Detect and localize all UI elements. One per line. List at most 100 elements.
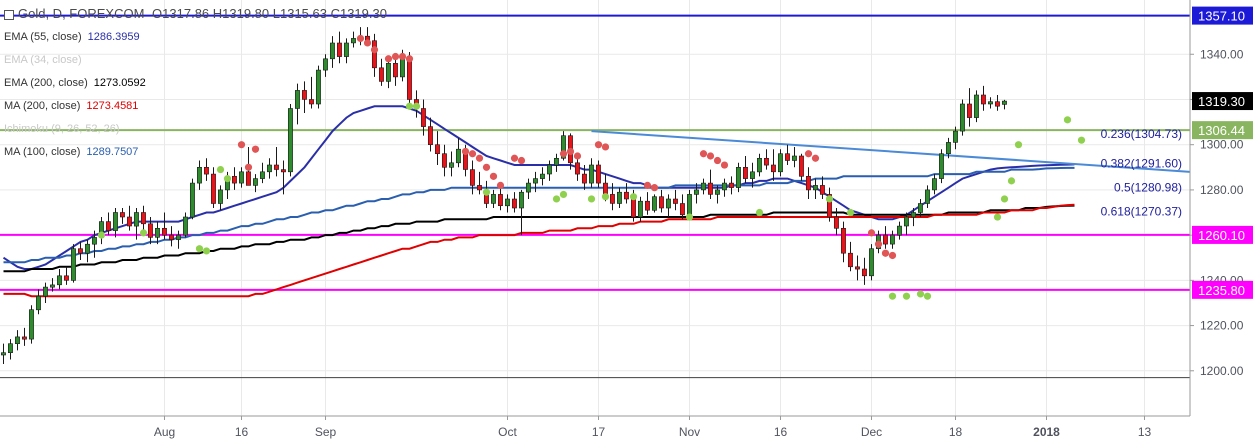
time-tick-label: 17 [592,425,606,439]
psar-dot [916,290,925,298]
psar-dot [552,195,561,203]
psar-dots [97,34,1086,300]
candle-body [294,90,300,109]
candle-body [190,182,195,218]
psar-dot [587,195,596,203]
candle-body [854,266,860,270]
level-price-label: 1357.10 [1198,9,1245,24]
candle-body [847,252,853,268]
candle-body [106,221,111,231]
candle-body [120,212,125,218]
candle-body [917,203,923,213]
candle-body [735,167,741,188]
level-price-tag [1192,6,1253,25]
candle-body [637,200,643,218]
time-axis[interactable]: Aug 16 Sep Oct 17 Nov 16 Dec 18 2018 13 [0,415,1255,441]
psar-dot [867,229,876,237]
legend-row[interactable]: EMA (55, close) 1286.3959 [4,26,387,49]
candle-body [609,194,615,204]
candle-body [259,171,265,179]
grid [0,0,1190,416]
candle-body [197,167,202,184]
candle-body [672,198,678,204]
psar-dot [559,190,568,199]
psar-dot [874,240,883,248]
candle-body [113,212,118,231]
legend-row[interactable]: MA (200, close) 1273.4581 [4,95,387,118]
legend-name: EMA (200, close) [4,77,88,89]
candle-body [756,158,762,173]
candle-body [630,198,636,218]
candle-body [714,189,720,195]
candle-body [232,176,237,184]
legend-row[interactable]: MA (100, close) 1289.7507 [4,141,387,164]
candle-body [980,94,986,105]
psar-dot [1007,177,1016,185]
legend-row[interactable]: Ichimoku (9, 26, 52, 26) [4,118,387,141]
candle-body [315,69,321,105]
legend-row[interactable]: EMA (200, close) 1273.0592 [4,72,387,95]
candle-body [218,189,223,204]
candle-body [686,194,692,215]
candle-body [532,178,538,184]
moving-average-lines [2,105,1075,298]
candle-body [504,198,510,207]
candle-body [721,182,727,191]
psar-dot [825,195,834,203]
candle-body [966,103,972,118]
psar-dot [139,229,148,237]
psar-dot [510,154,519,162]
time-axis-bg [0,416,1255,441]
last-price-tag [1192,92,1253,111]
candle-body [266,164,272,173]
candle-body [280,169,286,173]
time-tick-label: 18 [949,425,963,439]
legend-value: 1286.3959 [87,31,140,43]
psar-dot [517,156,526,165]
candle-body [595,164,601,184]
candle-body [924,189,930,204]
psar-dot [244,163,253,171]
candle-body [910,212,916,218]
candle-body [434,144,440,154]
last-price-label: 1319.30 [1198,94,1245,109]
candle-body [427,126,433,145]
candle-body [253,178,258,186]
candle-body [169,234,174,240]
candle-body [371,40,377,69]
legend-row[interactable]: EMA (34, close) [4,49,387,72]
candle-body [21,336,27,340]
candle-body [798,155,804,177]
candle-body [183,216,188,236]
psar-dot [405,55,414,63]
candle-body [623,191,629,200]
candle-body [903,216,909,227]
candle-body [987,101,993,105]
ma-line [3,166,1075,264]
fib-label: 0.618(1270.37) [1101,205,1182,219]
psar-dot [650,184,659,192]
candle-body [287,108,293,173]
psar-dot [370,46,379,54]
time-tick-label: Aug [154,425,175,439]
price-tick-label: 1340.00 [1200,47,1244,61]
level-price-tag [1192,225,1253,244]
candle-body [49,284,55,288]
psar-dot [475,154,484,162]
psar-dot [706,152,715,160]
time-tick-label: 2018 [1033,425,1060,439]
psar-dot [601,193,610,201]
psar-dot [468,150,477,158]
psar-dot [713,156,722,165]
candle-body [211,173,216,204]
price-axis[interactable]: 1200.001220.001240.001260.001280.001300.… [1189,0,1255,441]
candle-body [693,189,699,195]
psar-dot [755,208,764,217]
candle-body [700,182,706,191]
time-tick-label: 13 [1138,425,1152,439]
fib-label: 0.236(1304.73) [1101,127,1182,141]
legend-name: EMA (34, close) [4,54,82,66]
psar-dot [482,188,491,196]
level-price-label: 1306.44 [1198,123,1245,138]
